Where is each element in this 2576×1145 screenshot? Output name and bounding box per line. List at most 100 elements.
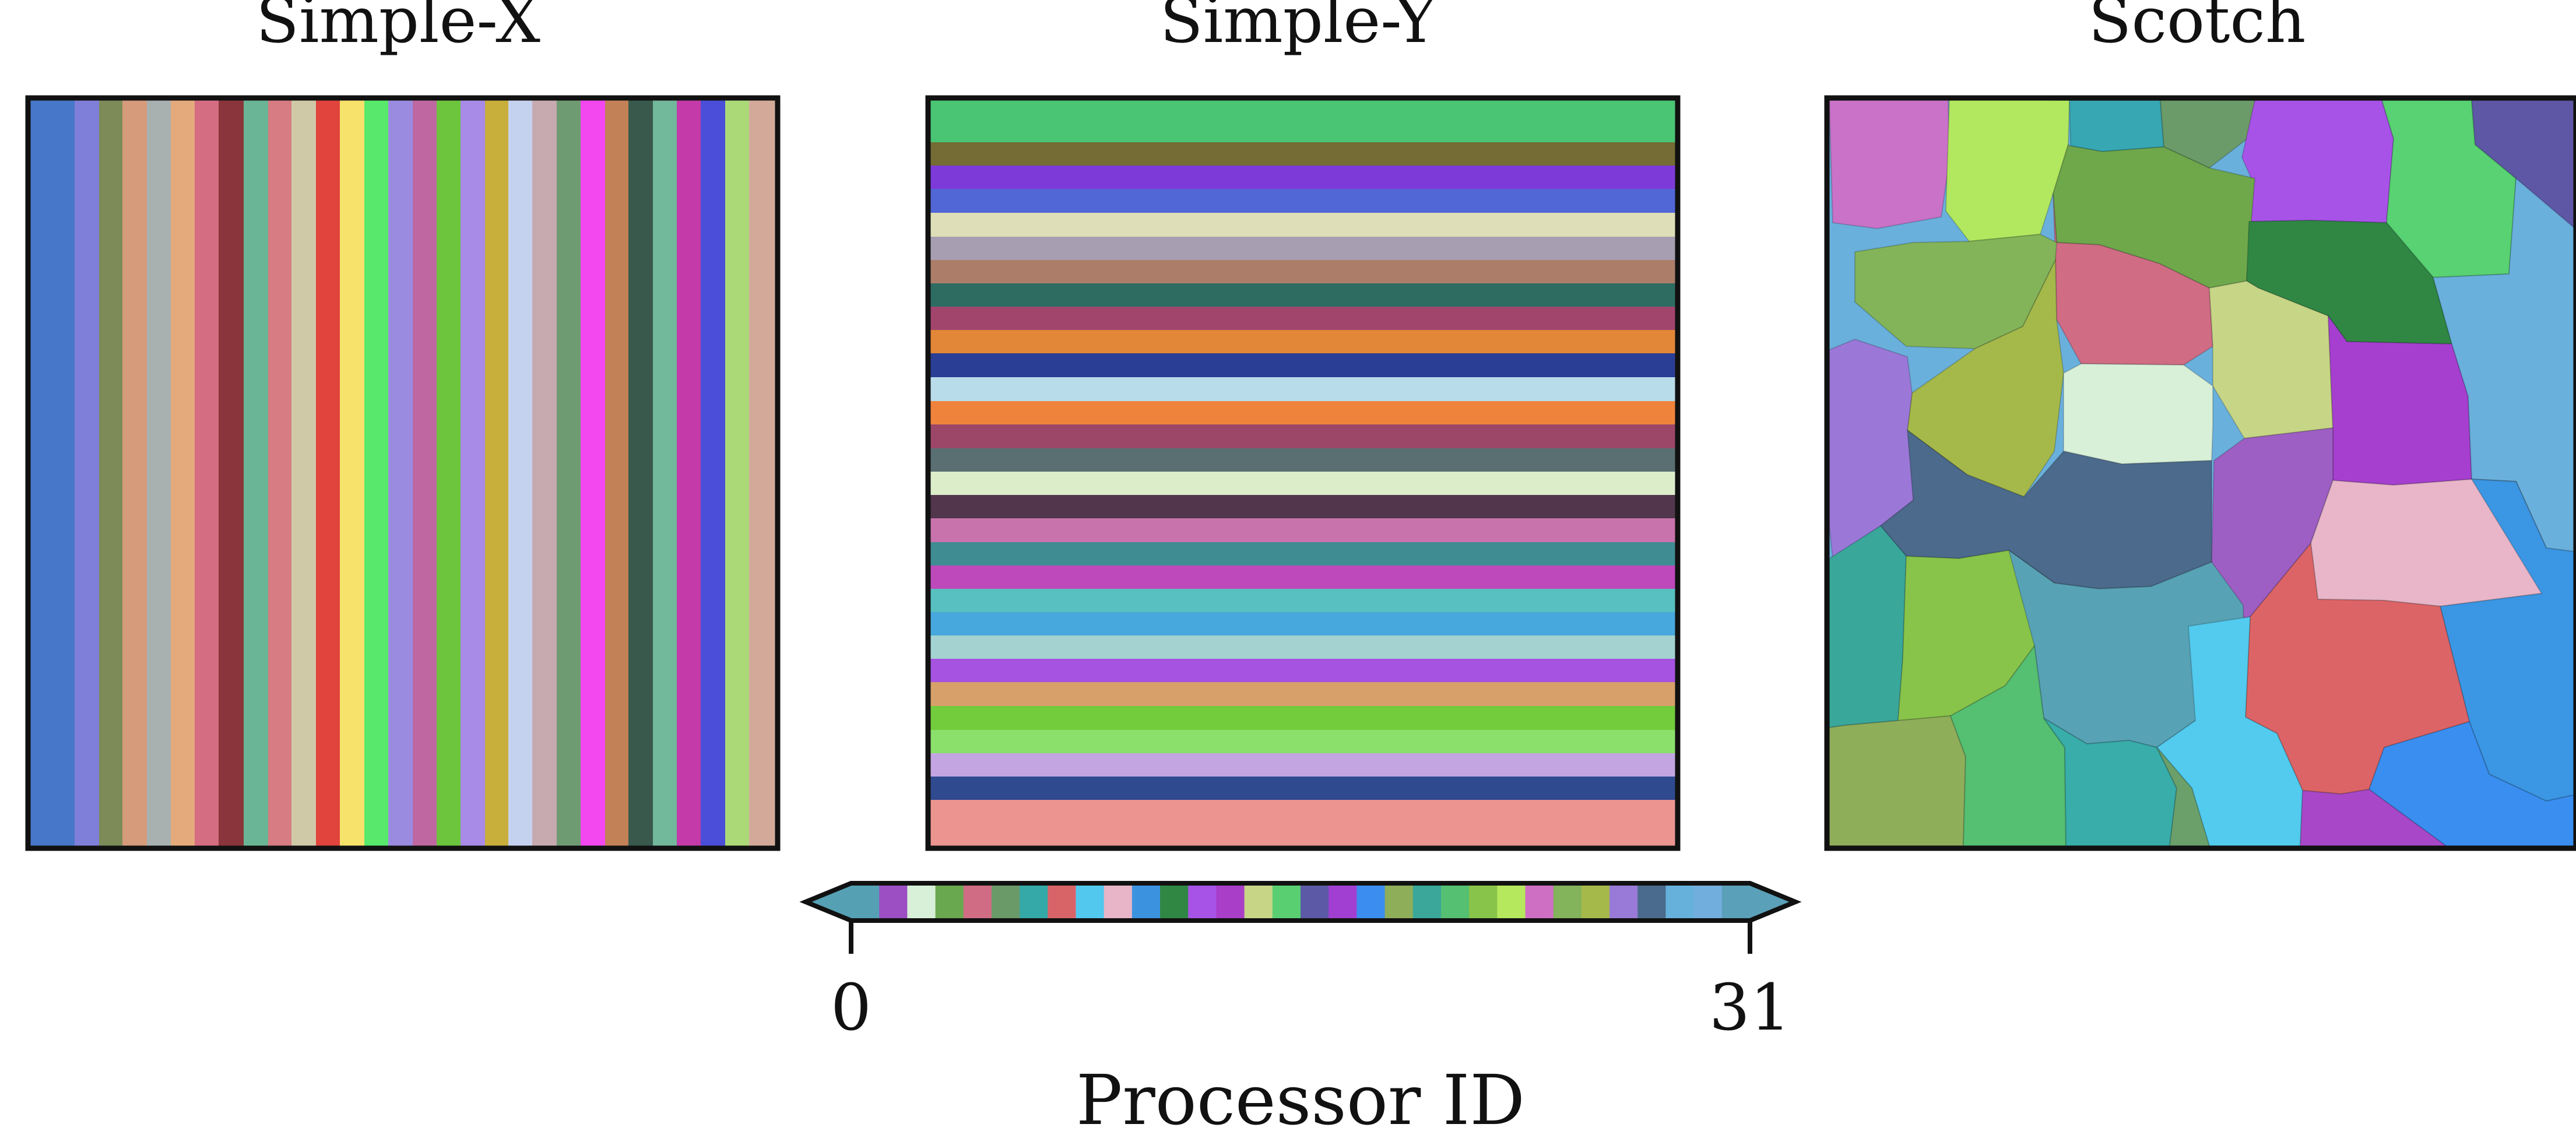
simple-y-stripe: [930, 566, 1675, 589]
simple-x-stripe: [340, 100, 365, 846]
simple-x-stripe: [581, 100, 606, 846]
panel-simple-y: Simple-Y: [925, 0, 1681, 851]
simple-x-stripe: [268, 100, 292, 846]
colorbar-cell: [991, 886, 1020, 918]
colorbar-cell: [1329, 886, 1358, 918]
panel-frame-scotch: [1824, 95, 2576, 851]
simple-x-stripe: [653, 100, 677, 846]
colorbar-cell: [1301, 886, 1329, 918]
colorbar-cell: [1637, 886, 1667, 918]
simple-y-stripe: [930, 307, 1675, 331]
simple-y-stripe: [930, 800, 1675, 847]
scotch-region: [1945, 100, 2071, 243]
panel-title-simple-x: Simple-X: [256, 0, 540, 57]
colorbar-cell: [1693, 886, 1723, 918]
simple-y-stripe: [930, 706, 1675, 730]
scotch-region: [2156, 747, 2210, 846]
simple-x-stripe: [605, 100, 629, 846]
simple-x-stripe: [244, 100, 269, 846]
simple-x-stripe: [413, 100, 437, 846]
colorbar-cell: [1188, 886, 1217, 918]
colorbar: 0 31 Processor ID: [799, 881, 1802, 1140]
simple-y-stripe: [930, 589, 1675, 613]
scotch-region: [2068, 100, 2165, 153]
simple-y-stripe: [930, 353, 1675, 378]
scotch-region: [1906, 259, 2065, 498]
panel-title-scotch: Scotch: [2089, 0, 2306, 57]
simple-y-stripe: [930, 659, 1675, 683]
simple-y-stripe: [930, 283, 1675, 307]
simple-y-stripe: [930, 518, 1675, 543]
simple-y-stripe: [930, 100, 1675, 143]
panel-simple-x: Simple-X: [25, 0, 781, 851]
panel-frame-simple-x: [25, 95, 781, 851]
simple-y-stripe: [930, 753, 1675, 777]
simple-x-stripe: [195, 100, 219, 846]
simple-x-stripe: [99, 100, 123, 846]
colorbar-cell: [1216, 886, 1245, 918]
scotch-region: [2299, 788, 2447, 846]
simple-x-stripe: [508, 100, 533, 846]
simple-x-stripe: [316, 100, 340, 846]
simple-x-stripe: [532, 100, 557, 846]
scotch-regions: [1829, 100, 2574, 846]
colorbar-cell: [935, 886, 964, 918]
colorbar-cell: [1497, 886, 1526, 918]
colorbar-cell: [1356, 886, 1386, 918]
scotch-region: [2241, 100, 2395, 224]
scotch-region: [1829, 100, 1951, 230]
colorbar-cell: [1272, 886, 1301, 918]
simple-x-stripe: [677, 100, 701, 846]
simple-x-stripe: [749, 100, 776, 846]
colorbar-cell: [1721, 886, 1751, 918]
simple-x-stripe: [557, 100, 581, 846]
scotch-region: [1829, 525, 1907, 729]
colorbar-cell: [1665, 886, 1695, 918]
colorbar-cell: [1469, 886, 1498, 918]
colorbar-extend-max: [1750, 886, 1793, 918]
colorbar-max-label: 31: [1709, 970, 1791, 1045]
simple-y-stripe: [930, 166, 1675, 189]
simple-x-stripe: [388, 100, 413, 846]
simple-x-stripe: [219, 100, 244, 846]
colorbar-cell: [851, 886, 880, 918]
simple-x-stripe: [725, 100, 750, 846]
simple-x-stripe: [364, 100, 389, 846]
simple-y-stripe: [930, 377, 1675, 402]
colorbar-cell: [1384, 886, 1414, 918]
colorbar-cell: [1076, 886, 1105, 918]
simple-y-stripe: [930, 189, 1675, 213]
simple-y-stripe: [930, 260, 1675, 284]
simple-y-stripe: [930, 542, 1675, 566]
colorbar-cell: [1048, 886, 1077, 918]
panel-frame-simple-y: [925, 95, 1681, 851]
scotch-region: [2159, 100, 2255, 169]
simple-y-stripe: [930, 472, 1675, 496]
simple-x-stripe: [30, 100, 75, 846]
scotch-region: [1829, 715, 1967, 846]
simple-y-stripes: [930, 100, 1675, 847]
colorbar-cells: [808, 886, 1793, 918]
simple-x-stripe: [461, 100, 486, 846]
colorbar-min-label: 0: [831, 970, 871, 1045]
colorbar-cell: [1581, 886, 1610, 918]
simple-y-stripe: [930, 730, 1675, 754]
simple-y-stripe: [930, 612, 1675, 636]
colorbar-cell: [1104, 886, 1133, 918]
simple-y-stripe: [930, 237, 1675, 261]
colorbar-cell: [1244, 886, 1273, 918]
simple-x-stripe: [701, 100, 726, 846]
simple-x-stripe: [75, 100, 100, 846]
scotch-region: [2156, 616, 2304, 846]
scotch-region: [2063, 363, 2213, 465]
panel-title-simple-y: Simple-Y: [1160, 0, 1438, 57]
colorbar-cell: [1160, 886, 1189, 918]
panel-scotch: Scotch: [1824, 0, 2576, 851]
simple-x-stripe: [485, 100, 509, 846]
colorbar-cell: [1525, 886, 1554, 918]
simple-x-stripe: [628, 100, 653, 846]
colorbar-cell: [1020, 886, 1049, 918]
simple-y-stripe: [930, 682, 1675, 707]
simple-x-stripe: [122, 100, 147, 846]
colorbar-cell: [963, 886, 992, 918]
